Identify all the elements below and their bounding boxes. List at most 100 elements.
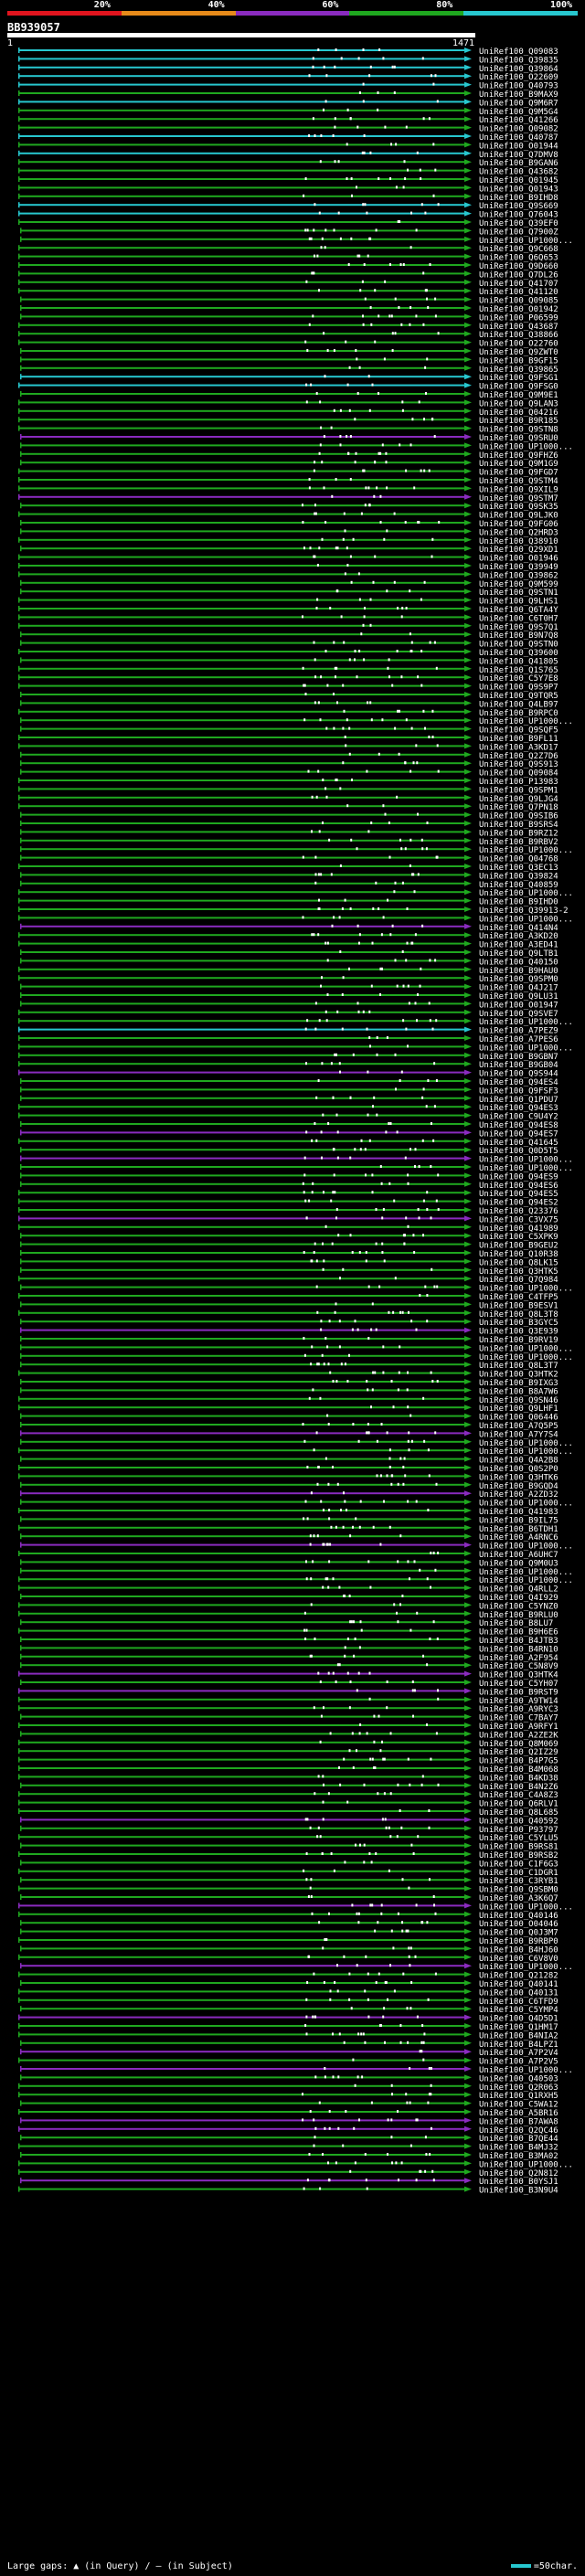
hit-label[interactable]: UniRef100_Q06446 [479,1414,558,1423]
hit-label[interactable]: UniRef100_B9HAU0 [479,967,558,976]
hit-row[interactable]: UniRef100_Q9LHS1 [18,597,558,607]
hit-row[interactable]: UniRef100_P13983 [18,778,558,787]
hit-row[interactable]: UniRef100_Q8L3T7 [20,1362,558,1371]
hit-row[interactable]: UniRef100_Q39EF0 [18,219,558,228]
hit-label[interactable]: UniRef100_Q7900Z [479,228,558,237]
hit-label[interactable]: UniRef100_C5WA12 [479,2101,558,2110]
hit-row[interactable]: UniRef100_B9HAU0 [18,966,558,976]
hit-row[interactable]: UniRef100_Q41120 [18,288,558,297]
hit-label[interactable]: UniRef100_C9U4Y2 [479,1113,558,1122]
hit-label[interactable]: UniRef100_Q9STN0 [479,641,558,650]
hit-row[interactable]: UniRef100_B9RZ12 [20,829,558,838]
hit-label[interactable]: UniRef100_B9GQD4 [479,1482,558,1491]
hit-row[interactable]: UniRef100_C5YMP4 [20,2006,558,2015]
hit-row[interactable]: UniRef100_Q8L685 [18,1808,558,1818]
hit-row[interactable]: UniRef100_Q94ES5 [18,1190,558,1199]
hit-row[interactable]: UniRef100_Q41983 [18,1508,558,1517]
hit-row[interactable]: UniRef100_C1F6G3 [20,1860,558,1869]
hit-row[interactable]: UniRef100_Q4LB97 [20,700,558,709]
hit-row[interactable]: UniRef100_UP1000... [20,1284,573,1294]
hit-row[interactable]: UniRef100_UP1000... [20,1155,573,1165]
hit-row[interactable]: UniRef100_B0YSJ1 [20,2178,558,2187]
hit-label[interactable]: UniRef100_Q7DL26 [479,270,558,280]
hit-row[interactable]: UniRef100_B9GBN7 [18,1052,558,1062]
hit-label[interactable]: UniRef100_UP1000... [479,889,573,898]
hit-row[interactable]: UniRef100_B4HJ60 [20,1945,558,1955]
hit-label[interactable]: UniRef100_B9H6E6 [479,1628,558,1638]
hit-label[interactable]: UniRef100_C5Y7E8 [479,674,558,684]
hit-row[interactable]: UniRef100_C5YH07 [20,1680,558,1689]
hit-row[interactable]: UniRef100_Q94ES8 [20,1121,558,1130]
hit-row[interactable]: UniRef100_Q01945 [18,176,558,186]
hit-label[interactable]: UniRef100_C5XPK9 [479,1233,558,1242]
hit-label[interactable]: UniRef100_Q1HM17 [479,2023,558,2032]
hit-row[interactable]: UniRef100_B9IL75 [20,1516,558,1525]
hit-row[interactable]: UniRef100_Q39913-2 [18,906,569,916]
hit-row[interactable]: UniRef100_Q2HRD3 [20,528,558,537]
hit-row[interactable]: UniRef100_Q9LHF1 [18,1405,558,1414]
hit-row[interactable]: UniRef100_Q40793 [18,81,558,91]
hit-label[interactable]: UniRef100_Q3HTK6 [479,1473,558,1482]
hit-row[interactable]: UniRef100_Q8M069 [18,1739,558,1749]
hit-label[interactable]: UniRef100_A2F954 [479,1654,558,1663]
hit-label[interactable]: UniRef100_Q40146 [479,1912,558,1921]
hit-label[interactable]: UniRef100_Q41266 [479,116,558,125]
hit-label[interactable]: UniRef100_Q0S2P0 [479,1465,558,1474]
hit-label[interactable]: UniRef100_A9RYC3 [479,1705,558,1714]
hit-row[interactable]: UniRef100_B4RN10 [20,1645,558,1654]
hit-label[interactable]: UniRef100_Q39864 [479,65,558,74]
hit-label[interactable]: UniRef100_B9MAX9 [479,90,558,100]
hit-label[interactable]: UniRef100_Q38866 [479,331,558,340]
hit-label[interactable]: UniRef100_Q94ES5 [479,1190,558,1199]
hit-label[interactable]: UniRef100_Q2Z7D6 [479,752,558,761]
hit-row[interactable]: UniRef100_Q7900Z [20,228,558,237]
hit-row[interactable]: UniRef100_B4M068 [18,1765,558,1775]
hit-label[interactable]: UniRef100_Q94ES6 [479,1182,558,1191]
hit-label[interactable]: UniRef100_Q4I929 [479,1594,558,1603]
hit-row[interactable]: UniRef100_Q94ES7 [20,1129,558,1139]
hit-row[interactable]: UniRef100_C3VX75 [18,1215,558,1224]
hit-label[interactable]: UniRef100_UP1000... [479,1344,573,1353]
hit-row[interactable]: UniRef100_C5YLU5 [18,1834,558,1843]
hit-label[interactable]: UniRef100_Q43682 [479,168,558,177]
hit-label[interactable]: UniRef100_UP1000... [479,1447,573,1457]
hit-label[interactable]: UniRef100_Q6Q653 [479,254,558,263]
hit-row[interactable]: UniRef100_Q9SRU0 [20,434,558,443]
hit-label[interactable]: UniRef100_B9FL11 [479,735,558,744]
hit-row[interactable]: UniRef100_B4NIA2 [18,2031,558,2041]
hit-row[interactable]: UniRef100_Q2QC46 [18,2125,558,2136]
hit-label[interactable]: UniRef100_C5N8V9 [479,1662,558,1671]
hit-label[interactable]: UniRef100_Q41989 [479,1224,558,1234]
hit-row[interactable]: UniRef100_B4JTB3 [20,1637,558,1646]
hit-label[interactable]: UniRef100_B9RS81 [479,1843,558,1852]
hit-row[interactable]: UniRef100_Q9STN8 [18,425,558,435]
hit-row[interactable]: UniRef100_A3KD20 [18,932,558,941]
hit-row[interactable]: UniRef100_B8LU7 [20,1619,553,1628]
hit-label[interactable]: UniRef100_Q0D5T5 [479,1147,558,1156]
hit-label[interactable]: UniRef100_UP1000... [479,1568,573,1577]
hit-label[interactable]: UniRef100_Q9FSG0 [479,383,558,392]
hit-row[interactable]: UniRef100_B9RST9 [18,1688,558,1697]
hit-label[interactable]: UniRef100_Q94ES2 [479,1199,558,1208]
hit-label[interactable]: UniRef100_Q9FGD7 [479,469,558,478]
hit-label[interactable]: UniRef100_Q2HRD3 [479,528,558,537]
hit-row[interactable]: UniRef100_UP1000... [18,1903,573,1912]
hit-label[interactable]: UniRef100_Q6TA4Y [479,606,558,615]
hit-label[interactable]: UniRef100_Q3HTK4 [479,1671,558,1680]
hit-row[interactable]: UniRef100_UP1000... [20,1164,573,1173]
hit-label[interactable]: UniRef100_Q1PDU7 [479,1096,558,1105]
hit-label[interactable]: UniRef100_Q8M069 [479,1740,558,1749]
hit-label[interactable]: UniRef100_Q9STM4 [479,477,558,486]
hit-row[interactable]: UniRef100_Q38866 [18,331,558,340]
hit-label[interactable]: UniRef100_A7Y7S4 [479,1430,558,1439]
hit-row[interactable]: UniRef100_C5YNZ0 [18,1602,558,1611]
hit-row[interactable]: UniRef100_UP1000... [20,1567,573,1577]
hit-row[interactable]: UniRef100_Q9M599 [20,579,558,589]
hit-row[interactable]: UniRef100_Q0J3M7 [20,1928,558,1938]
hit-row[interactable]: UniRef100_A4RNC6 [20,1533,558,1542]
hit-row[interactable]: UniRef100_Q40787 [18,133,558,143]
hit-label[interactable]: UniRef100_B9R185 [479,417,558,426]
hit-label[interactable]: UniRef100_B3N9U4 [479,2187,558,2196]
hit-row[interactable]: UniRef100_C5Y7E8 [18,674,558,684]
hit-label[interactable]: UniRef100_C5YH07 [479,1680,558,1689]
